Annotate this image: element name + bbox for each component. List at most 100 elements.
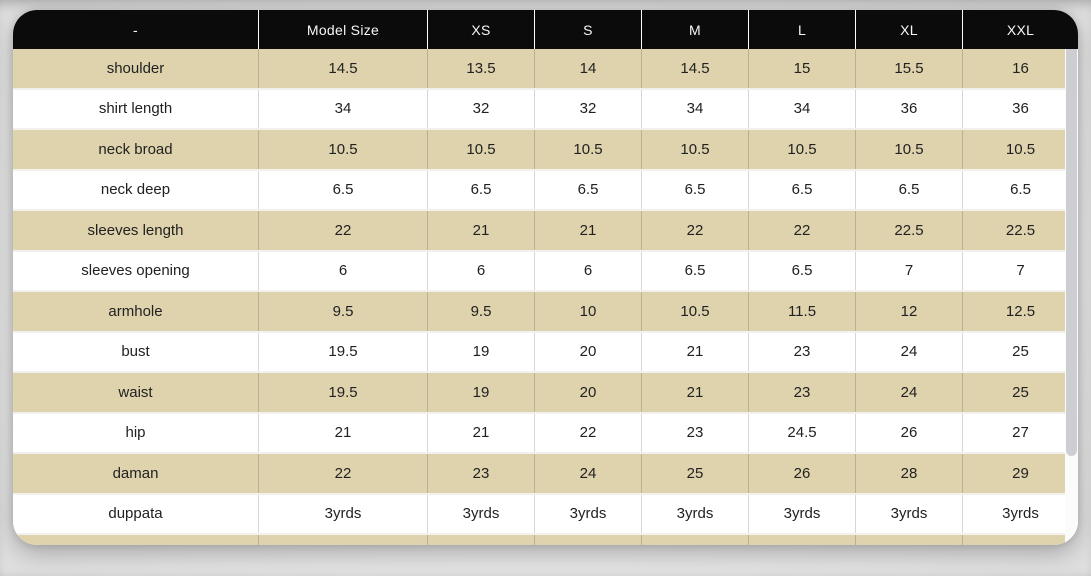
table-cell: 25 — [1012, 343, 1029, 361]
table-cell: 6 — [259, 251, 428, 290]
table-cell: 12 — [856, 292, 963, 331]
table-cell: 36 — [1012, 100, 1029, 118]
table-cell: 6.5 — [428, 170, 535, 209]
table-cell: 3yrds — [749, 494, 856, 533]
column-header-m: M — [642, 10, 749, 49]
table-cell: 10.5 — [749, 130, 856, 169]
column-header-model-size: Model Size — [259, 10, 428, 49]
table-cell — [856, 535, 963, 545]
row-label: armhole — [13, 292, 259, 331]
table-cell: 6.5 — [749, 170, 856, 209]
row-label: sleeves length — [13, 211, 259, 250]
table-cell: 21 — [642, 373, 749, 412]
column-header-l: L — [749, 10, 856, 49]
table-cell: 32 — [535, 89, 642, 128]
table-cell: 10.5 — [535, 130, 642, 169]
table-cell: 6 — [535, 251, 642, 290]
table-cell: 23 — [642, 413, 749, 452]
row-label: duppata — [13, 494, 259, 533]
table-cell: 6.5 — [642, 251, 749, 290]
table-cell: 23 — [428, 454, 535, 493]
table-row: neck deep 6.5 6.5 6.5 6.5 6.5 6.5 6.5 — [13, 170, 1078, 211]
table-cell: 26 — [749, 454, 856, 493]
table-cell: 10.5 — [428, 130, 535, 169]
table-cell: 14 — [535, 49, 642, 88]
table-cell: 13.5 — [428, 49, 535, 88]
table-cell: 7 — [856, 251, 963, 290]
table-cell: 7 — [1016, 262, 1025, 280]
row-label: neck broad — [13, 130, 259, 169]
table-row-partial — [13, 535, 1078, 545]
row-label: daman — [13, 454, 259, 493]
table-cell: 3yrds — [535, 494, 642, 533]
row-label: shoulder — [13, 49, 259, 88]
table-cell: 29 — [1012, 464, 1029, 482]
table-cell: 10.5 — [642, 130, 749, 169]
table-row: hip 21 21 22 23 24.5 26 27 — [13, 413, 1078, 454]
table-cell: 6.5 — [535, 170, 642, 209]
table-cell: 34 — [259, 89, 428, 128]
table-cell: 14.5 — [259, 49, 428, 88]
table-cell: 21 — [642, 332, 749, 371]
table-cell: 24 — [856, 332, 963, 371]
row-label: hip — [13, 413, 259, 452]
table-cell: 3yrds — [642, 494, 749, 533]
table-row: sleeves length 22 21 21 22 22 22.5 22.5 — [13, 211, 1078, 252]
table-rows-container: shoulder 14.5 13.5 14 14.5 15 15.5 16 shirt leng… — [13, 49, 1078, 535]
table-row: sleeves opening 6 6 6 6.5 6.5 7 7 — [13, 251, 1078, 292]
table-cell: 16 — [1012, 59, 1029, 77]
table-cell: 23 — [749, 373, 856, 412]
table-cell — [963, 535, 1078, 545]
table-cell: 6.5 — [856, 170, 963, 209]
row-label: neck deep — [13, 170, 259, 209]
table-cell: 32 — [428, 89, 535, 128]
table-cell: 9.5 — [428, 292, 535, 331]
table-cell: 15.5 — [856, 49, 963, 88]
table-cell: 10.5 — [259, 130, 428, 169]
table-row: duppata 3yrds 3yrds 3yrds 3yrds 3yrds 3yrds 3yr… — [13, 494, 1078, 535]
table-row: daman 22 23 24 25 26 28 29 — [13, 454, 1078, 495]
table-cell: 19 — [428, 332, 535, 371]
table-row: shirt length 34 32 32 34 34 36 36 — [13, 89, 1078, 130]
table-cell: 21 — [259, 413, 428, 452]
table-cell: 22 — [259, 211, 428, 250]
table-cell — [535, 535, 642, 545]
table-cell: 3yrds — [1002, 505, 1039, 523]
table-cell: 9.5 — [259, 292, 428, 331]
table-cell: 25 — [1012, 383, 1029, 401]
row-label: waist — [13, 373, 259, 412]
table-cell — [428, 535, 535, 545]
table-cell: 34 — [642, 89, 749, 128]
table-cell: 3yrds — [428, 494, 535, 533]
table-cell: 23 — [749, 332, 856, 371]
row-label: shirt length — [13, 89, 259, 128]
table-row: shoulder 14.5 13.5 14 14.5 15 15.5 16 — [13, 49, 1078, 90]
row-label: sleeves opening — [13, 251, 259, 290]
table-body: shoulder 14.5 13.5 14 14.5 15 15.5 16 shirt leng… — [13, 49, 1078, 545]
table-row: neck broad 10.5 10.5 10.5 10.5 10.5 10.5 10.5 — [13, 130, 1078, 171]
table-cell: 12.5 — [1005, 302, 1036, 320]
table-cell: 6 — [428, 251, 535, 290]
table-cell: 3yrds — [856, 494, 963, 533]
table-cell: 10.5 — [642, 292, 749, 331]
table-cell: 22 — [642, 211, 749, 250]
table-cell: 36 — [856, 89, 963, 128]
table-cell: 11.5 — [749, 292, 856, 331]
table-cell: 22.5 — [856, 211, 963, 250]
scrollbar-thumb[interactable] — [1066, 49, 1077, 456]
table-cell: 27 — [1012, 424, 1029, 442]
column-header-xs: XS — [428, 10, 535, 49]
table-cell: 10 — [535, 292, 642, 331]
column-header-xxl: XXL — [1006, 21, 1035, 38]
table-cell: 25 — [642, 454, 749, 493]
table-cell: 21 — [535, 211, 642, 250]
table-cell: 22 — [749, 211, 856, 250]
table-cell: 28 — [856, 454, 963, 493]
table-cell: 21 — [428, 413, 535, 452]
table-cell: 24 — [856, 373, 963, 412]
table-row: armhole 9.5 9.5 10 10.5 11.5 12 12.5 — [13, 292, 1078, 333]
table-cell: 19.5 — [259, 332, 428, 371]
vertical-scrollbar[interactable] — [1065, 49, 1078, 545]
size-chart-card: - Model Size XS S M L XL XXL shoulder 14.5 13.5 14… — [13, 10, 1078, 545]
column-header-xl: XL — [856, 10, 963, 49]
